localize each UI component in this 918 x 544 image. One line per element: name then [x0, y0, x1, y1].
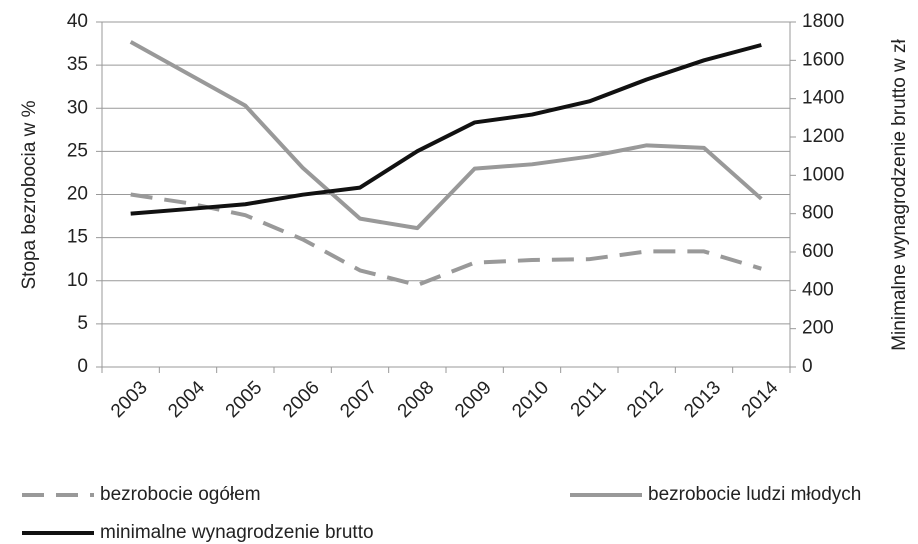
- y2-tick-label: 200: [802, 318, 834, 339]
- series-line: [129, 40, 763, 231]
- x-tick-label: 2013: [680, 377, 725, 422]
- y2-tick-label: 600: [802, 241, 834, 262]
- y-tick-label: 30: [67, 97, 88, 118]
- y-axis-title: Stopa bezrobocia w %: [19, 100, 40, 289]
- y-tick-label: 25: [67, 140, 88, 161]
- y2-tick-label: 1600: [802, 49, 844, 70]
- series-line: [130, 43, 762, 216]
- x-tick-label: 2004: [164, 377, 209, 422]
- legend-label: minimalne wynagrodzenie brutto: [100, 522, 374, 543]
- x-tick-label: 2010: [508, 377, 553, 422]
- y-tick-label: 5: [77, 313, 88, 334]
- y2-tick-label: 1400: [802, 88, 844, 109]
- x-tick-label: 2007: [336, 377, 381, 422]
- x-tick-label: 2012: [623, 377, 668, 422]
- x-tick-label: 2003: [107, 377, 152, 422]
- legend-label: bezrobocie ludzi młodych: [648, 484, 861, 505]
- y-tick-label: 0: [77, 356, 88, 377]
- y2-tick-label: 800: [802, 203, 834, 224]
- x-tick-label: 2006: [279, 377, 324, 422]
- y2-tick-label: 400: [802, 279, 834, 300]
- x-tick-label: 2005: [222, 377, 267, 422]
- y2-axis-title: Minimalne wynagrodzenie brutto w zł: [889, 38, 910, 350]
- y2-tick-label: 1200: [802, 126, 844, 147]
- y-tick-label: 15: [67, 227, 88, 248]
- y2-tick-label: 1800: [802, 11, 844, 32]
- series-line: [130, 192, 762, 288]
- y-tick-label: 40: [67, 11, 88, 32]
- x-tick-label: 2009: [451, 377, 496, 422]
- x-tick-label: 2011: [567, 377, 611, 421]
- y-tick-label: 20: [67, 184, 88, 205]
- y-tick-label: 10: [67, 270, 88, 291]
- x-tick-label: 2008: [394, 377, 439, 422]
- y2-tick-label: 0: [802, 356, 813, 377]
- legend-label: bezrobocie ogółem: [100, 484, 261, 505]
- x-tick-label: 2014: [738, 377, 783, 422]
- y2-tick-label: 1000: [802, 164, 844, 185]
- y-tick-label: 35: [67, 54, 88, 75]
